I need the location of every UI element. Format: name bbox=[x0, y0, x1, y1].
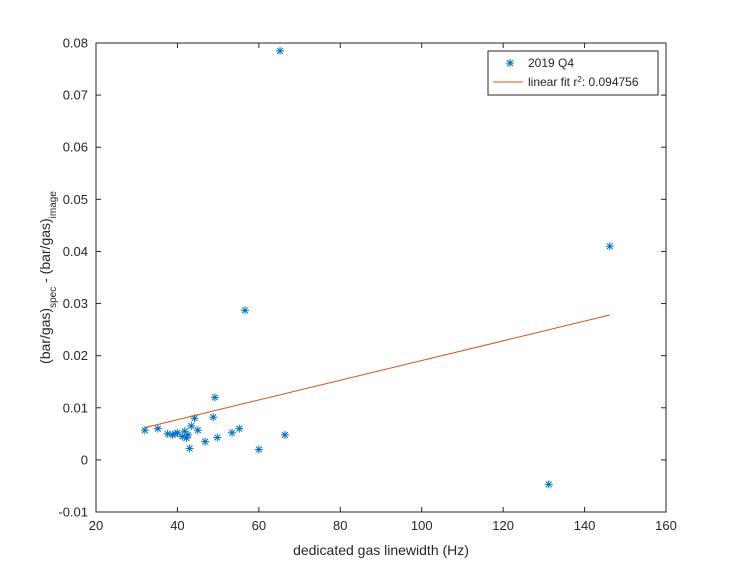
x-tick-label: 120 bbox=[492, 518, 514, 533]
y-tick-label: 0.02 bbox=[63, 348, 88, 363]
data-point bbox=[173, 428, 182, 437]
x-tick-label: 100 bbox=[411, 518, 433, 533]
axes: 20 40 60 80 100 120 140 160 -0.01 0 0.01 0.02 0.03 0.… bbox=[58, 36, 676, 534]
y-tick-label: 0.08 bbox=[63, 36, 88, 51]
legend-label: 2019 Q4 bbox=[528, 56, 574, 70]
y-axis-label-part: - (bar/gas) bbox=[37, 218, 53, 286]
x-axis-label: dedicated gas linewidth (Hz) bbox=[293, 542, 469, 558]
data-point bbox=[227, 428, 236, 437]
y-tick-label: 0.06 bbox=[63, 140, 88, 155]
x-tick-label: 140 bbox=[574, 518, 596, 533]
x-tick-label: 80 bbox=[333, 518, 347, 533]
y-tick-label: 0.01 bbox=[63, 400, 88, 415]
y-axis-label-part: (bar/gas) bbox=[37, 308, 53, 364]
legend: 2019 Q4 linear fit r2: 0.094756 bbox=[487, 50, 659, 96]
plot-background bbox=[96, 43, 666, 512]
y-axis-label: (bar/gas)spec - (bar/gas)image bbox=[37, 191, 59, 364]
data-point bbox=[185, 444, 194, 453]
plot-frame bbox=[95, 42, 667, 513]
y-tick-label: 0.07 bbox=[63, 88, 88, 103]
x-tick-label: 20 bbox=[89, 518, 103, 533]
y-tick-label: 0.03 bbox=[63, 296, 88, 311]
data-point bbox=[187, 422, 196, 431]
data-point bbox=[163, 429, 172, 438]
legend-box bbox=[487, 50, 659, 96]
data-point bbox=[213, 433, 222, 442]
x-tick-label: 60 bbox=[252, 518, 266, 533]
data-point bbox=[544, 480, 553, 489]
data-marks bbox=[140, 46, 614, 489]
data-point bbox=[605, 242, 614, 251]
y-axis-label-subscript: image bbox=[48, 191, 59, 219]
data-point bbox=[184, 430, 193, 439]
legend-entries: 2019 Q4 linear fit r2: 0.094756 bbox=[493, 56, 639, 89]
data-point bbox=[153, 424, 162, 433]
data-point bbox=[201, 437, 210, 446]
y-tick-label: 0.04 bbox=[63, 244, 88, 259]
x-tick-label: 160 bbox=[655, 518, 677, 533]
data-point bbox=[209, 413, 218, 422]
y-axis-label-subscript: spec bbox=[48, 287, 59, 308]
data-point bbox=[193, 426, 202, 435]
fit-line bbox=[144, 314, 610, 429]
data-point bbox=[280, 430, 289, 439]
legend-label: linear fit r2: 0.094756 bbox=[528, 75, 639, 90]
legend-marker bbox=[506, 59, 514, 67]
x-tick-label: 40 bbox=[170, 518, 184, 533]
data-point bbox=[210, 393, 219, 402]
y-tick-label: 0.05 bbox=[63, 192, 88, 207]
data-point bbox=[276, 46, 285, 55]
data-point bbox=[235, 424, 244, 433]
y-tick-label: -0.01 bbox=[58, 505, 88, 520]
y-tick-label: 0 bbox=[81, 452, 88, 467]
data-point bbox=[241, 306, 250, 315]
data-point bbox=[254, 445, 263, 454]
